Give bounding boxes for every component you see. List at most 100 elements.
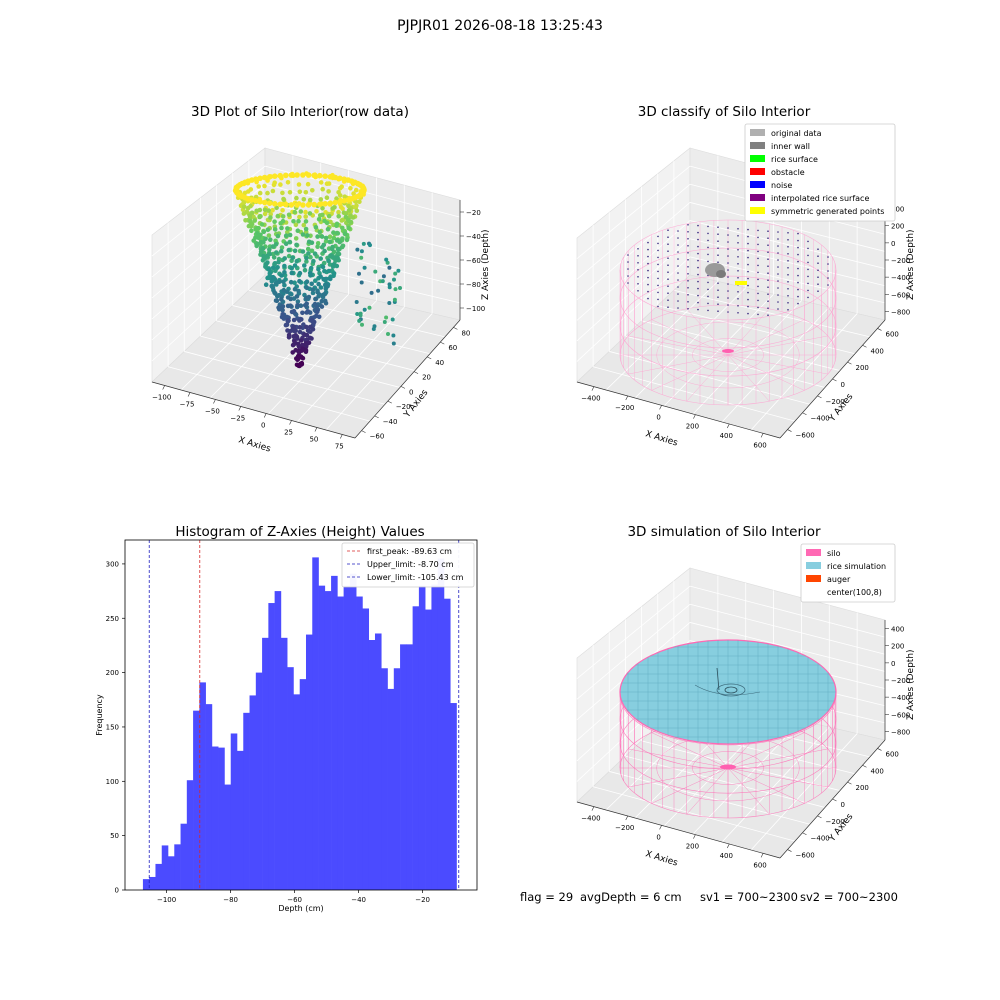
y-tick — [453, 327, 458, 330]
interpolated-point — [787, 295, 789, 297]
interpolated-point — [817, 290, 819, 292]
grid-line — [168, 366, 371, 422]
data-point — [354, 208, 360, 213]
interpolated-point — [687, 287, 689, 289]
interpolated-point — [747, 235, 749, 238]
y-axis-line — [354, 319, 461, 439]
data-point — [280, 214, 286, 219]
x-tick-label: 200 — [686, 843, 699, 851]
inner-wall-cluster — [716, 270, 726, 278]
data-point — [256, 184, 261, 189]
interpolated-point — [737, 263, 739, 265]
data-point — [327, 200, 334, 206]
x-tick — [263, 413, 267, 418]
grid-line — [184, 351, 386, 405]
interpolated-point — [727, 262, 729, 264]
data-point — [275, 265, 280, 270]
data-point — [300, 310, 305, 316]
interpolated-point — [777, 280, 779, 282]
data-point — [360, 185, 367, 192]
data-point — [266, 208, 271, 213]
interpolated-point — [777, 238, 779, 240]
y-tick-label: 600 — [886, 750, 899, 758]
x-tick-label: 25 — [284, 429, 293, 437]
interpolated-point — [667, 292, 669, 294]
interpolated-point — [657, 270, 659, 273]
histogram-bar — [331, 575, 338, 890]
interpolated-point — [787, 232, 789, 234]
interpolated-point — [637, 262, 639, 264]
interpolated-point — [677, 300, 679, 302]
x-tick-label: −200 — [615, 404, 634, 412]
interpolated-point — [717, 240, 719, 242]
z-tick-label: −20 — [466, 209, 481, 217]
interpolated-point — [727, 234, 729, 236]
grid-line — [689, 603, 886, 655]
grid-line — [576, 165, 691, 259]
x-tick — [726, 423, 730, 429]
data-point — [334, 230, 340, 236]
interpolated-point — [757, 292, 759, 295]
data-point — [300, 249, 306, 254]
interpolated-point — [667, 271, 669, 273]
data-point — [326, 213, 332, 219]
histogram-bar — [381, 668, 388, 890]
plot4-zticks: −800 −600 −400 −200 0 200 400 — [885, 626, 910, 736]
histogram-bar — [230, 733, 238, 890]
histogram-bar — [268, 603, 275, 890]
histogram-frame — [124, 539, 478, 891]
y-tick — [802, 412, 807, 415]
data-point — [297, 325, 303, 330]
y-tick-label: −600 — [796, 432, 815, 440]
data-point — [286, 332, 292, 338]
grid-line — [609, 771, 811, 825]
data-point — [317, 229, 323, 235]
data-point — [297, 214, 302, 220]
interpolated-point — [827, 277, 829, 279]
interpolated-point — [647, 297, 649, 300]
data-point — [305, 246, 311, 252]
interpolated-point — [667, 299, 669, 301]
data-point — [360, 322, 364, 327]
data-point — [341, 198, 347, 204]
interpolated-point — [827, 263, 829, 265]
y-tick-label: 200 — [856, 364, 869, 372]
y-tick-label: 200 — [106, 669, 119, 677]
data-point — [307, 211, 313, 216]
symmetric-points — [735, 281, 747, 285]
data-point — [339, 218, 345, 223]
x-tick — [625, 815, 629, 821]
data-point — [337, 175, 343, 182]
interpolated-point — [797, 281, 799, 284]
interpolated-point — [787, 274, 789, 276]
y-tick-label: 40 — [435, 359, 444, 367]
data-point — [281, 197, 287, 203]
interpolated-point — [707, 253, 709, 256]
interpolated-point — [777, 287, 779, 289]
legend-swatch — [750, 155, 765, 162]
data-point — [273, 238, 278, 244]
data-point — [263, 282, 269, 287]
histogram-bar — [287, 667, 294, 890]
data-point — [286, 247, 292, 253]
grid-line — [692, 720, 802, 835]
interpolated-point — [707, 225, 709, 228]
histogram-bar — [450, 703, 457, 890]
plot4-xticks: −400 −200 0 200 400 600 — [581, 806, 767, 869]
data-point — [272, 261, 278, 266]
plot2-xticks: −400 −200 0 200 400 600 — [581, 386, 767, 449]
interpolated-point — [657, 305, 659, 308]
data-point — [376, 288, 381, 293]
legend-label: Lower_limit: -105.43 cm — [367, 573, 464, 582]
data-point — [317, 201, 323, 208]
data-point — [355, 312, 360, 316]
data-point — [336, 209, 341, 215]
data-point — [272, 227, 278, 232]
data-point — [320, 206, 325, 211]
legend-label: rice surface — [771, 155, 818, 164]
data-point — [244, 209, 250, 214]
interpolated-point — [667, 257, 669, 259]
interpolated-point — [657, 284, 659, 287]
histogram-bar — [293, 694, 301, 890]
interpolated-point — [677, 237, 679, 239]
